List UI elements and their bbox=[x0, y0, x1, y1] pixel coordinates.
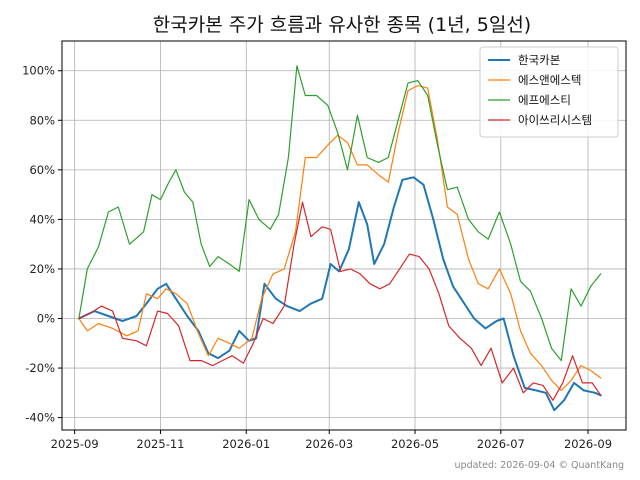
y-tick-label: 0% bbox=[37, 312, 55, 326]
legend-label: 에프에스티 bbox=[518, 93, 571, 107]
legend-label: 한국카본 bbox=[518, 53, 560, 67]
x-tick-label: 2026-03 bbox=[305, 437, 353, 451]
legend-label: 아이쓰리시스템 bbox=[518, 113, 592, 127]
series-line-2 bbox=[78, 85, 602, 391]
chart-title: 한국카본 주가 흐름과 유사한 종목 (1년, 5일선) bbox=[153, 14, 531, 36]
y-tick-label: 60% bbox=[29, 163, 55, 177]
y-tick-label: -40% bbox=[25, 411, 55, 425]
legend-label: 에스앤에스텍 bbox=[518, 73, 581, 87]
series-line-4 bbox=[78, 201, 602, 401]
y-tick-label: 100% bbox=[22, 64, 55, 78]
series-line-1 bbox=[77, 176, 602, 412]
x-axis: 2025-09 2025-11 2026-01 2026-03 2026-05 2026-… bbox=[51, 430, 612, 451]
y-tick-label: 20% bbox=[29, 262, 55, 276]
footer-credit: updated: 2026-09-04 © QuantKang bbox=[455, 460, 624, 471]
y-axis: -40% -20% 0% 20% 40% 60% 80% 100% bbox=[22, 64, 62, 425]
y-tick-label: 40% bbox=[29, 212, 55, 226]
series-layer bbox=[77, 65, 602, 412]
y-tick-label: -20% bbox=[25, 361, 55, 375]
legend-box bbox=[479, 46, 619, 138]
x-tick-label: 2025-09 bbox=[51, 437, 99, 451]
x-tick-label: 2026-09 bbox=[564, 437, 612, 451]
x-tick-label: 2026-05 bbox=[391, 437, 439, 451]
y-tick-label: 80% bbox=[29, 113, 55, 127]
grid bbox=[62, 41, 626, 430]
x-tick-label: 2025-11 bbox=[136, 437, 184, 451]
x-tick-label: 2026-01 bbox=[222, 437, 270, 451]
plot-area bbox=[61, 40, 627, 431]
x-tick-label: 2026-07 bbox=[477, 437, 525, 451]
series-line-3 bbox=[78, 65, 602, 362]
